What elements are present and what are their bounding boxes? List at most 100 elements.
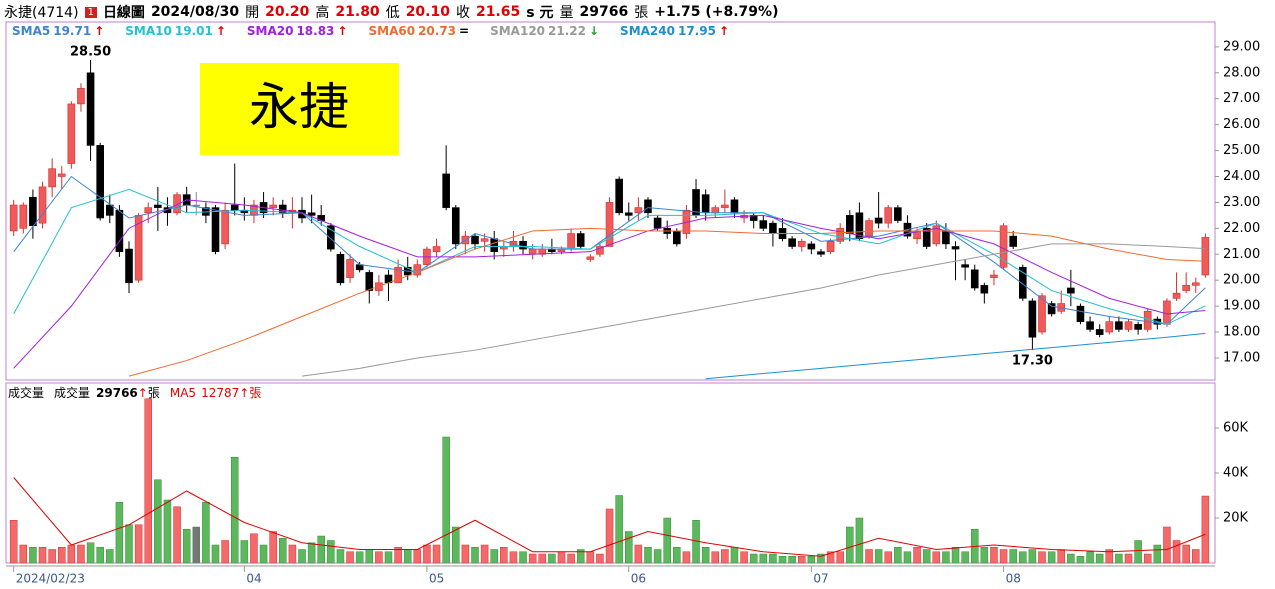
volume-bar xyxy=(336,549,345,564)
y-tick-label: 29.00 xyxy=(1223,39,1260,54)
candle-body xyxy=(865,220,873,237)
candle-body xyxy=(144,207,153,214)
volume-bar xyxy=(951,547,960,564)
volume-bar xyxy=(576,549,585,564)
candle-body xyxy=(1124,321,1133,330)
volume-bar xyxy=(500,547,508,564)
x-tick-label: 06 xyxy=(631,572,646,586)
volume-bar xyxy=(355,551,364,564)
candle-body xyxy=(48,168,56,188)
candle-body xyxy=(519,241,527,250)
volume-bar xyxy=(1057,549,1065,564)
candle-body xyxy=(1009,235,1017,247)
volume-bar xyxy=(432,544,441,564)
volume-bar xyxy=(1028,549,1037,564)
candle-body xyxy=(490,238,499,252)
candle-body xyxy=(605,202,614,247)
volume-bar xyxy=(721,549,729,564)
legend-trend: ↑ xyxy=(337,24,348,38)
volume-bar xyxy=(769,553,777,564)
legend-name: SMA10 xyxy=(125,24,172,38)
candle-body xyxy=(173,194,181,214)
x-tick-label: 08 xyxy=(1006,572,1021,586)
volume-bar xyxy=(894,547,902,564)
ma-line xyxy=(13,199,1206,369)
candle-body xyxy=(730,199,739,214)
volume-legend: 成交量 成交量 29766↑張 MA5 12787↑張 xyxy=(8,384,261,401)
volume-bar xyxy=(1038,551,1046,564)
candle-body xyxy=(970,269,979,289)
ma-legend: SMA5 19.71 ↑ SMA10 19.01 ↑ SMA20 18.83 ↑ SMA60 20.… xyxy=(9,24,729,38)
y-tick-label: 22.00 xyxy=(1223,221,1260,236)
candle-body xyxy=(442,173,450,208)
candle-body xyxy=(1115,321,1123,330)
candle-body xyxy=(826,241,835,252)
candle-body xyxy=(615,178,623,214)
quote-value: 21.65 xyxy=(475,4,521,20)
legend-value: 18.83 xyxy=(296,24,335,38)
candle-body xyxy=(105,204,114,216)
legend-value: 17.95 xyxy=(677,24,716,38)
candle-body xyxy=(797,241,806,247)
candle-body xyxy=(951,246,960,250)
volume-bar xyxy=(596,553,604,564)
candle-body xyxy=(38,186,47,224)
volume-bar xyxy=(365,549,374,564)
volume-bar xyxy=(663,517,671,564)
volume-bar xyxy=(634,544,643,564)
candle-body xyxy=(576,233,585,247)
legend-trend: ↑ xyxy=(94,24,105,38)
volume-bar xyxy=(230,457,239,564)
legend-name: SMA240 xyxy=(620,24,675,38)
candle-body xyxy=(1134,323,1142,330)
volume-bar xyxy=(673,547,681,564)
volume-bar xyxy=(144,398,152,564)
change: +1.75 (+8.79%) xyxy=(654,4,779,20)
y-tick-label: 20.00 xyxy=(1223,273,1260,288)
y-tick-label: 60K xyxy=(1223,421,1249,436)
quote-header: 永捷(4714) 1 日線圖 2024/08/30 開 20.20 高 21.80 低 20.10… xyxy=(4,2,778,22)
volume-bar xyxy=(269,531,277,564)
candle-body xyxy=(192,204,201,207)
volume-bar xyxy=(548,553,556,564)
volume-bar xyxy=(1115,553,1123,564)
candle-body xyxy=(19,204,28,229)
volume-bar xyxy=(980,547,989,564)
candle-body xyxy=(1047,303,1056,315)
legend-item: SMA5 19.71 ↑ xyxy=(9,24,104,38)
candle-body xyxy=(528,248,537,255)
candle-body xyxy=(269,204,277,208)
legend-trend: = xyxy=(459,24,470,38)
candle-body xyxy=(980,285,989,294)
volume-trend: ↑ xyxy=(137,386,148,400)
stock-name: 永捷(4714) xyxy=(4,5,79,21)
candle-body xyxy=(932,225,941,245)
candle-body xyxy=(721,204,729,208)
legend-value: 19.01 xyxy=(174,24,213,38)
unit: s 元 xyxy=(526,5,554,21)
candle-body xyxy=(115,209,124,252)
legend-name: SMA5 xyxy=(12,24,51,38)
candle-body xyxy=(86,72,95,146)
volume-bar xyxy=(807,556,816,564)
volume-bar xyxy=(298,549,306,564)
volume-bar xyxy=(509,551,518,564)
volume-bar xyxy=(836,551,844,564)
candle-body xyxy=(29,196,37,227)
candle-body xyxy=(961,264,969,268)
annotation: 17.30 xyxy=(1012,354,1053,369)
quote-label: 高 xyxy=(315,5,330,21)
candle-body xyxy=(894,207,902,221)
volume-bar xyxy=(644,547,652,564)
volume-bar xyxy=(346,551,354,564)
y-tick-label: 40K xyxy=(1223,466,1249,481)
volume-bar xyxy=(922,549,931,564)
candle-body xyxy=(596,246,604,255)
volume-ma-last: 12787 xyxy=(201,386,240,400)
date: 2024/08/30 xyxy=(150,4,240,20)
candle-body xyxy=(1095,329,1104,335)
candle-body xyxy=(9,204,18,232)
volume-bar xyxy=(480,544,489,564)
volume-title: 成交量 xyxy=(8,386,45,400)
